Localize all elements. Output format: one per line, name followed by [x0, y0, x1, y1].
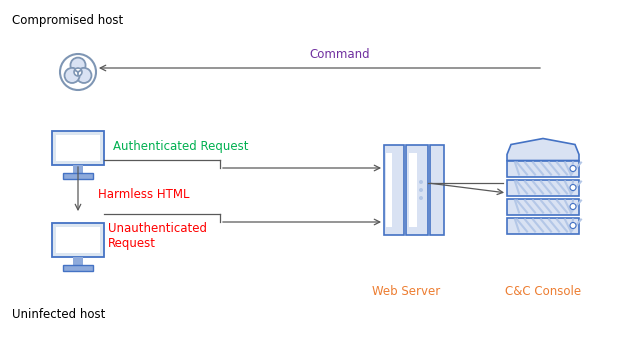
FancyBboxPatch shape — [507, 217, 579, 234]
Circle shape — [570, 223, 576, 228]
FancyBboxPatch shape — [406, 145, 428, 235]
Text: Harmless HTML: Harmless HTML — [98, 188, 189, 201]
Circle shape — [70, 58, 86, 73]
Text: Compromised host: Compromised host — [12, 14, 124, 27]
FancyBboxPatch shape — [63, 265, 93, 271]
Circle shape — [570, 185, 576, 190]
Text: Authenticated Request: Authenticated Request — [113, 140, 248, 153]
Text: Command: Command — [310, 48, 371, 61]
FancyBboxPatch shape — [507, 179, 579, 196]
FancyBboxPatch shape — [507, 199, 579, 214]
Circle shape — [419, 180, 423, 184]
Circle shape — [65, 68, 79, 83]
Circle shape — [74, 68, 82, 76]
FancyBboxPatch shape — [56, 227, 100, 253]
FancyBboxPatch shape — [386, 153, 392, 227]
Text: Uninfected host: Uninfected host — [12, 308, 106, 321]
FancyBboxPatch shape — [507, 161, 579, 177]
Circle shape — [570, 203, 576, 210]
FancyBboxPatch shape — [409, 153, 417, 227]
FancyBboxPatch shape — [73, 165, 83, 173]
FancyBboxPatch shape — [384, 145, 404, 235]
FancyBboxPatch shape — [52, 223, 104, 257]
Text: Web Server: Web Server — [372, 285, 440, 298]
Circle shape — [76, 69, 81, 75]
Text: C&C Console: C&C Console — [505, 285, 581, 298]
FancyBboxPatch shape — [63, 173, 93, 179]
Circle shape — [419, 188, 423, 192]
FancyBboxPatch shape — [430, 145, 444, 235]
FancyBboxPatch shape — [52, 131, 104, 165]
FancyBboxPatch shape — [73, 257, 83, 265]
FancyBboxPatch shape — [56, 135, 100, 161]
Circle shape — [76, 68, 92, 83]
Circle shape — [570, 166, 576, 172]
Text: Unauthenticated
Request: Unauthenticated Request — [108, 222, 207, 250]
Circle shape — [419, 196, 423, 200]
Polygon shape — [507, 139, 579, 161]
